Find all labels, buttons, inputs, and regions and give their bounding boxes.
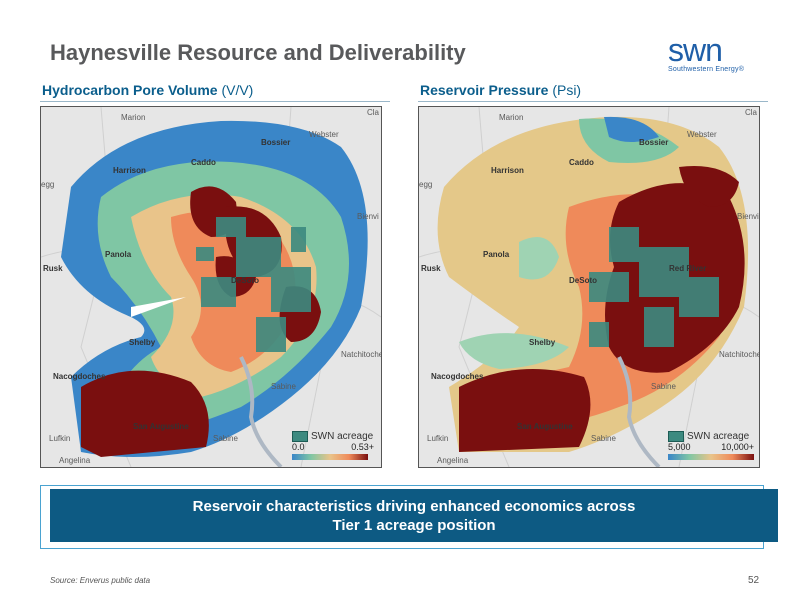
swn-acreage-swatch [292,431,308,442]
label-webster: Webster [687,130,717,139]
label-angelina: Angelina [59,456,91,465]
left-legend-max: 0.53+ [351,442,374,452]
swn-acreage-swatch [668,431,684,442]
label-harrison: Harrison [113,166,146,175]
swn-logo: swn Southwestern Energy® [668,34,764,84]
label-bossier: Bossier [639,138,668,147]
left-legend-swn-label: SWN acreage [311,431,374,442]
left-legend-min: 0.0 [292,442,305,452]
key-message-banner: Reservoir characteristics driving enhanc… [50,489,778,542]
left-map-legend: SWN acreage 0.0 0.53+ [292,431,374,460]
left-map-heading-text: Hydrocarbon Pore Volume [42,82,218,98]
label-red-river: Red River [669,264,706,273]
left-legend-swn-row: SWN acreage [292,431,374,442]
logo-subtitle: Southwestern Energy® [668,66,745,73]
label-gregg: egg [41,180,54,189]
label-claiborne: Cla [745,108,758,117]
label-sabine-2: Sabine [213,434,238,443]
label-angelina: Angelina [437,456,469,465]
left-legend-scale-labels: 0.0 0.53+ [292,442,374,452]
reservoir-pressure-map: Marion Webster Bossier Caddo Harrison eg… [418,106,760,468]
label-bossier: Bossier [261,138,290,147]
left-map-heading: Hydrocarbon Pore Volume (V/V) [42,82,253,98]
right-heading-rule [418,101,768,102]
left-heading-rule [40,101,390,102]
label-caddo: Caddo [191,158,216,167]
label-shelby: Shelby [529,338,556,347]
label-rusk: Rusk [421,264,441,273]
label-desoto: DeSoto [231,276,259,285]
right-map-heading-unit: (Psi) [552,82,582,98]
right-map-heading: Reservoir Pressure (Psi) [420,82,581,98]
label-panola: Panola [483,250,510,259]
label-panola: Panola [105,250,132,259]
label-shelby: Shelby [129,338,156,347]
right-legend-swn-label: SWN acreage [687,431,750,442]
label-gregg: egg [419,180,432,189]
label-natchitoches: Natchitoche [719,350,759,359]
label-harrison: Harrison [491,166,524,175]
label-natchitoches: Natchitoche [341,350,381,359]
label-desoto: DeSoto [569,276,597,285]
left-map-canvas: Marion Webster Bossier Caddo Harrison eg… [41,107,381,467]
right-map-heading-text: Reservoir Pressure [420,82,549,98]
label-lufkin: Lufkin [427,434,448,443]
page-title: Haynesville Resource and Deliverability [50,40,466,65]
left-map-heading-unit: (V/V) [221,82,254,98]
logo-mark: swn [668,32,723,68]
right-legend-scale-labels: 5,000 10,000+ [668,442,754,452]
right-legend-color-bar [668,454,754,460]
label-webster: Webster [309,130,339,139]
label-san-augustine: San Augustine [133,422,189,431]
right-map-canvas: Marion Webster Bossier Caddo Harrison eg… [419,107,759,467]
label-bienville: Bienvi [357,212,379,221]
right-legend-swn-row: SWN acreage [668,431,754,442]
label-nacogdoches: Nacogdoches [53,372,106,381]
label-sabine-1: Sabine [271,382,296,391]
page-number: 52 [748,575,760,586]
label-claiborne: Cla [367,108,380,117]
label-rusk: Rusk [43,264,63,273]
banner-line-2: Tier 1 acreage position [332,516,496,534]
right-legend-min: 5,000 [668,442,691,452]
label-marion: Marion [499,113,523,122]
label-sabine-2: Sabine [591,434,616,443]
label-nacogdoches: Nacogdoches [431,372,484,381]
right-legend-max: 10,000+ [721,442,754,452]
label-san-augustine: San Augustine [517,422,573,431]
banner-line-1: Reservoir characteristics driving enhanc… [192,497,636,515]
label-sabine-1: Sabine [651,382,676,391]
label-marion: Marion [121,113,145,122]
left-legend-color-bar [292,454,368,460]
label-lufkin: Lufkin [49,434,70,443]
hydrocarbon-pore-volume-map: Marion Webster Bossier Caddo Harrison eg… [40,106,382,468]
source-note: Source: Enverus public data [50,576,151,585]
right-map-legend: SWN acreage 5,000 10,000+ [668,431,754,460]
label-bienville: Bienvil [737,212,759,221]
label-caddo: Caddo [569,158,594,167]
